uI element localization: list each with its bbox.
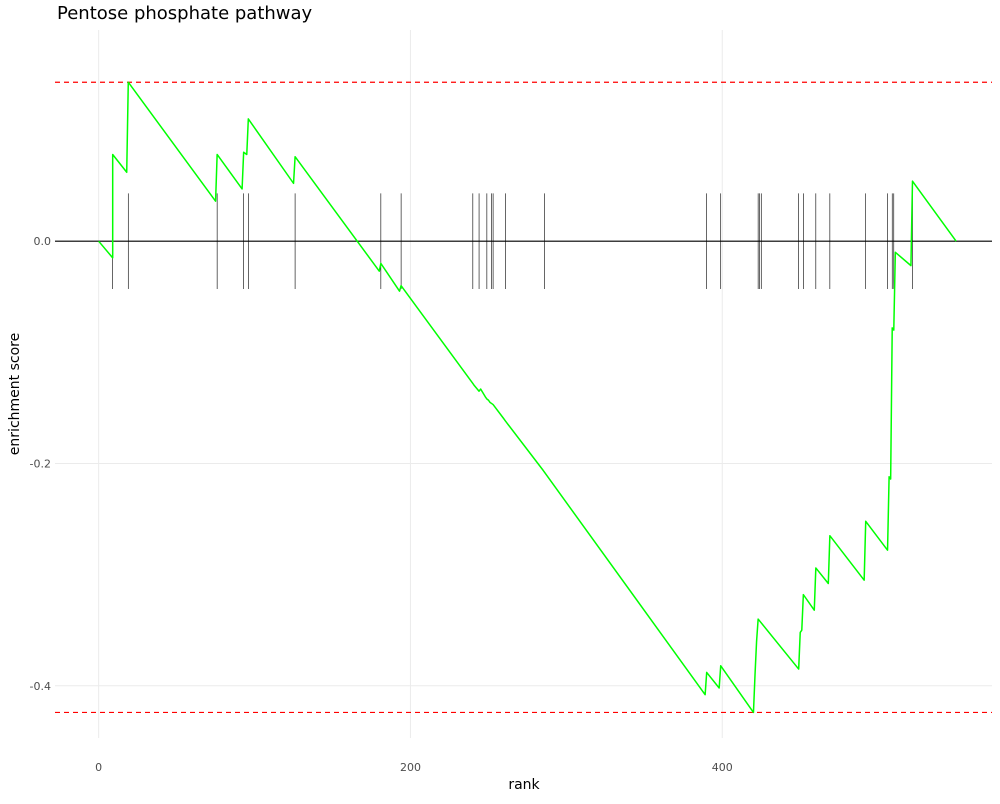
x-axis-title: rank <box>508 777 540 793</box>
y-axis-title: enrichment score <box>7 333 23 455</box>
running-score-layer <box>98 81 957 714</box>
y-tick-label: -0.2 <box>30 457 51 470</box>
tick-labels: 0 200 400 0.0 -0.2 -0.4 <box>30 235 733 774</box>
x-tick-label: 200 <box>400 761 421 774</box>
x-tick-label: 0 <box>95 761 102 774</box>
reference-lines <box>55 81 992 714</box>
y-tick-label: -0.4 <box>30 680 51 693</box>
grid-layer <box>55 30 992 738</box>
x-tick-label: 400 <box>712 761 733 774</box>
running-enrichment-score-line <box>98 81 957 714</box>
y-tick-label: 0.0 <box>34 235 52 248</box>
chart-title: Pentose phosphate pathway <box>57 3 313 24</box>
